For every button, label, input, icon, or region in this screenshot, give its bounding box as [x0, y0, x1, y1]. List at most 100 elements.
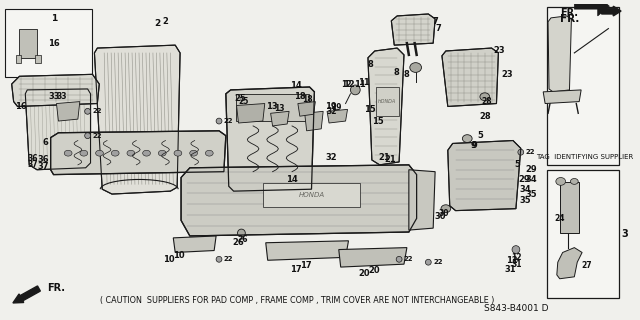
Text: 11: 11 [358, 78, 370, 87]
Text: 6: 6 [43, 138, 49, 147]
Text: 7: 7 [435, 24, 441, 33]
Text: 35: 35 [520, 196, 531, 205]
Ellipse shape [80, 150, 88, 156]
Bar [5, 9, 92, 77]
Text: 8: 8 [367, 60, 372, 69]
Text: 30: 30 [438, 209, 449, 218]
Bar [15, 55, 21, 63]
Text: 26: 26 [237, 235, 248, 244]
Text: 8: 8 [404, 70, 410, 79]
Text: 21: 21 [385, 156, 396, 164]
Ellipse shape [287, 112, 297, 120]
Bar [19, 28, 37, 58]
Text: S843-B4001 D: S843-B4001 D [484, 304, 548, 313]
Polygon shape [448, 140, 521, 211]
Text: 22: 22 [224, 118, 234, 124]
Text: 10: 10 [173, 251, 185, 260]
Bar [376, 87, 399, 116]
Polygon shape [298, 101, 316, 116]
Ellipse shape [258, 103, 268, 110]
Ellipse shape [351, 85, 360, 95]
Text: 37: 37 [37, 162, 49, 171]
Text: HONDA: HONDA [378, 99, 397, 104]
Text: 15: 15 [364, 105, 376, 114]
Bar [560, 182, 579, 233]
Text: 9: 9 [470, 141, 476, 150]
Ellipse shape [287, 103, 297, 110]
Text: 15: 15 [372, 116, 383, 125]
Polygon shape [557, 248, 582, 279]
Text: FR.: FR. [560, 8, 578, 18]
Ellipse shape [570, 179, 578, 184]
Ellipse shape [258, 112, 268, 120]
Text: 35: 35 [525, 189, 538, 199]
Text: 12: 12 [340, 80, 351, 89]
Ellipse shape [237, 229, 245, 237]
Polygon shape [237, 104, 265, 123]
Text: FR.: FR. [47, 284, 65, 293]
Text: 33: 33 [56, 92, 67, 101]
Polygon shape [12, 74, 99, 107]
Text: 34: 34 [525, 175, 538, 184]
Polygon shape [548, 16, 572, 92]
Bar [547, 170, 619, 298]
Text: 20: 20 [368, 267, 380, 276]
Ellipse shape [216, 118, 222, 124]
Text: 18: 18 [294, 92, 306, 101]
Text: TAG  IDENTIFYING SUPPLIER: TAG IDENTIFYING SUPPLIER [536, 154, 634, 160]
Polygon shape [56, 101, 80, 121]
Text: ( CAUTION  SUPPLIERS FOR PAD COMP , FRAME COMP , TRIM COVER ARE NOT INTERCHANGEA: ( CAUTION SUPPLIERS FOR PAD COMP , FRAME… [100, 296, 494, 305]
Text: 20: 20 [358, 269, 370, 278]
Text: 33: 33 [49, 92, 60, 101]
Text: 13: 13 [275, 104, 285, 113]
Bar [236, 94, 308, 121]
Text: 5: 5 [514, 160, 520, 169]
Ellipse shape [95, 150, 104, 156]
Ellipse shape [174, 150, 182, 156]
Text: 30: 30 [435, 212, 445, 221]
Text: 9: 9 [471, 141, 477, 150]
Text: 16: 16 [15, 102, 26, 111]
Ellipse shape [556, 178, 566, 185]
Ellipse shape [410, 63, 422, 72]
Polygon shape [368, 48, 404, 165]
Ellipse shape [143, 150, 150, 156]
Ellipse shape [111, 150, 119, 156]
Ellipse shape [216, 256, 222, 262]
Text: 10: 10 [163, 255, 174, 264]
Text: 34: 34 [520, 185, 531, 194]
Text: 23: 23 [493, 45, 505, 54]
Polygon shape [391, 14, 435, 45]
Text: 32: 32 [326, 107, 337, 116]
Polygon shape [442, 48, 499, 107]
Text: 22: 22 [525, 149, 535, 155]
Text: 19: 19 [325, 102, 337, 111]
Ellipse shape [84, 108, 90, 114]
Text: 24: 24 [555, 214, 565, 223]
Text: 14: 14 [290, 81, 302, 90]
Text: 16: 16 [47, 39, 60, 48]
Text: 22: 22 [92, 133, 102, 139]
Polygon shape [409, 170, 435, 230]
Ellipse shape [396, 256, 402, 262]
Text: 12: 12 [511, 253, 522, 262]
Polygon shape [266, 241, 349, 260]
Text: 3: 3 [621, 229, 628, 239]
Text: 19: 19 [331, 103, 342, 112]
Bar [547, 7, 619, 165]
Text: 14: 14 [286, 175, 298, 184]
Ellipse shape [426, 259, 431, 265]
Text: 7: 7 [432, 17, 438, 26]
Ellipse shape [158, 150, 166, 156]
Text: 36: 36 [28, 154, 38, 163]
Ellipse shape [64, 150, 72, 156]
Text: 2: 2 [163, 17, 168, 26]
FancyArrow shape [13, 286, 40, 303]
Text: 36: 36 [37, 156, 49, 164]
Text: 11: 11 [355, 80, 366, 89]
Text: 21: 21 [379, 153, 390, 162]
Text: 17: 17 [290, 265, 301, 274]
Text: 12: 12 [506, 256, 518, 265]
Text: 28: 28 [479, 112, 491, 121]
Text: 29: 29 [525, 165, 538, 174]
